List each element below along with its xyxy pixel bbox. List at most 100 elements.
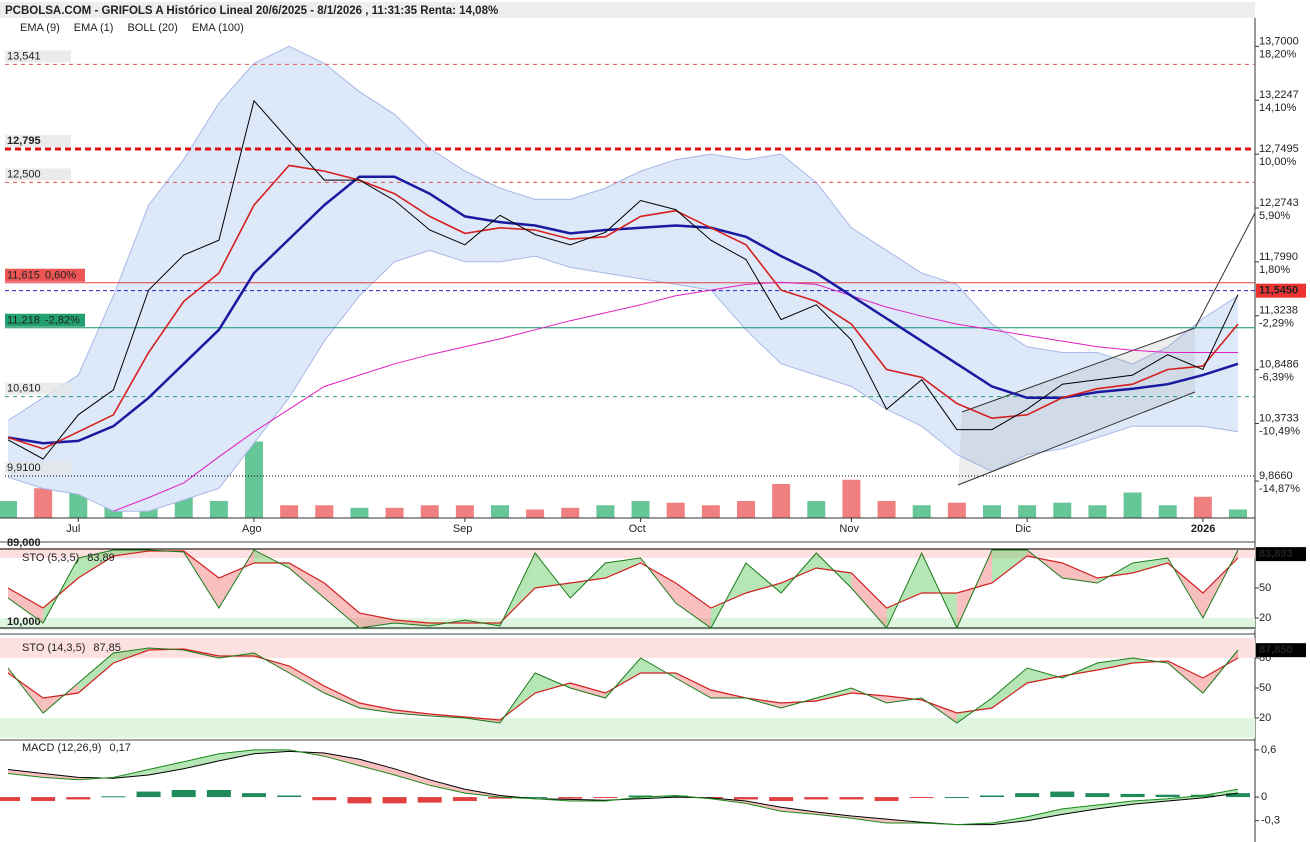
- y-tick-label: 13,7000: [1259, 35, 1299, 47]
- y-tick-label: 12,7495: [1259, 143, 1299, 155]
- level-label: 11,218: [7, 315, 40, 327]
- volume-bar: [420, 505, 439, 518]
- volume-bar: [877, 501, 896, 518]
- x-tick-label: Nov: [839, 523, 859, 535]
- volume-bar: [1088, 505, 1107, 518]
- stochastic-fill: [675, 583, 711, 628]
- stochastic-k: [7, 549, 1239, 630]
- macd-fill: [359, 759, 395, 775]
- stochastic-fill: [8, 588, 44, 623]
- volume-bar: [1158, 505, 1177, 518]
- volume-bar: [34, 488, 53, 518]
- volume-bar: [0, 501, 17, 518]
- macd-fill: [816, 812, 852, 819]
- stochastic-fill: [535, 673, 571, 693]
- series-line: [7, 164, 1239, 450]
- stochastic-fill: [289, 666, 325, 693]
- volume-bar: [631, 501, 650, 518]
- histogram-bar: [1226, 793, 1250, 798]
- volume-bar: [1053, 502, 1072, 518]
- histogram-bar: [136, 791, 161, 798]
- level-label: 13,541: [7, 50, 41, 62]
- x-tick-label: Jul: [66, 523, 80, 535]
- legend-entry: BOLL (20): [127, 22, 177, 34]
- macd-fill: [1097, 801, 1133, 809]
- volume-bar: [1123, 492, 1142, 518]
- volume-bar: [1193, 496, 1212, 518]
- x-tick-label: Sep: [453, 523, 473, 535]
- stochastic-fill: [1097, 658, 1133, 670]
- volume-bar: [1018, 505, 1037, 518]
- level-box: [5, 134, 71, 147]
- histogram-bar: [980, 795, 1004, 798]
- last-value-box: [1256, 547, 1306, 562]
- volume-bar: [491, 505, 509, 518]
- stochastic-fill: [570, 683, 606, 698]
- level-box: [5, 313, 85, 327]
- last-value-label: 87,850: [1259, 644, 1293, 656]
- histogram-bar: [312, 797, 337, 801]
- macd-fill: [746, 801, 782, 812]
- stochastic-fill: [992, 550, 1028, 583]
- level-label: 89,000: [7, 537, 41, 549]
- stochastic-fill: [675, 673, 711, 698]
- macd-fill: [324, 753, 360, 766]
- histogram-bar: [804, 797, 829, 800]
- last-value-box: [1256, 643, 1306, 658]
- macd-fill: [851, 816, 887, 823]
- histogram-bar: [347, 797, 372, 804]
- level-box: [1256, 283, 1306, 298]
- panel-title: STO (5,3,5): [22, 552, 79, 564]
- y-tick-label: 10,8486: [1259, 359, 1299, 371]
- y-tick-label: 0,6: [1261, 744, 1276, 756]
- level-box: [5, 382, 71, 395]
- volume-bar: [701, 505, 720, 518]
- stochastic-fill: [1027, 550, 1063, 578]
- volume-bar: [912, 505, 931, 518]
- overbought-zone: [0, 638, 1255, 658]
- macd-fill: [781, 807, 817, 815]
- histogram-bar: [1120, 793, 1145, 798]
- volume-bar: [842, 479, 861, 518]
- macd-fill: [394, 768, 430, 786]
- macd-line: [7, 749, 1239, 826]
- channel-lower: [957, 391, 1196, 486]
- panel-value: 0,17: [109, 742, 130, 754]
- volume-bar: [807, 501, 826, 518]
- volume-bar: [174, 496, 193, 518]
- stochastic-k: [7, 647, 1239, 724]
- volume-bar: [315, 505, 334, 518]
- histogram-bar: [909, 797, 934, 799]
- level-pct: 0,60%: [45, 270, 76, 282]
- histogram-bar: [523, 797, 548, 799]
- x-tick-label: Oct: [629, 523, 646, 535]
- macd-fill: [218, 749, 254, 761]
- panel-value: 87,85: [93, 642, 121, 654]
- macd-fill: [429, 779, 465, 794]
- stochastic-fill: [324, 686, 360, 708]
- y-tick-label: -0,3: [1261, 815, 1280, 827]
- y-tick-label: 9,8660: [1259, 470, 1293, 482]
- chart-title: PCBOLSA.COM - GRIFOLS A Histórico Lineal…: [5, 5, 498, 17]
- macd-fill: [1202, 789, 1238, 798]
- stochastic-fill: [851, 573, 887, 628]
- histogram-bar: [663, 795, 688, 798]
- volume-bar: [385, 507, 404, 518]
- histogram-bar: [874, 797, 899, 802]
- stochastic-d: [7, 550, 1239, 624]
- histogram-bar: [242, 793, 266, 798]
- volume-bar: [561, 507, 580, 518]
- level-box: [5, 168, 71, 181]
- level-label: 12,795: [7, 135, 41, 147]
- macd-fill: [1167, 795, 1203, 801]
- level-pct: -2,82%: [45, 315, 80, 327]
- level-label: 11,615: [7, 270, 40, 282]
- volume-bar: [209, 501, 228, 518]
- level-box: [5, 462, 71, 475]
- histogram-bar: [101, 796, 126, 798]
- trend-channel: [957, 212, 1256, 486]
- level-label: 11,5450: [1259, 285, 1298, 297]
- histogram-bar: [417, 797, 442, 803]
- y-tick-label: 11,3238: [1259, 305, 1298, 317]
